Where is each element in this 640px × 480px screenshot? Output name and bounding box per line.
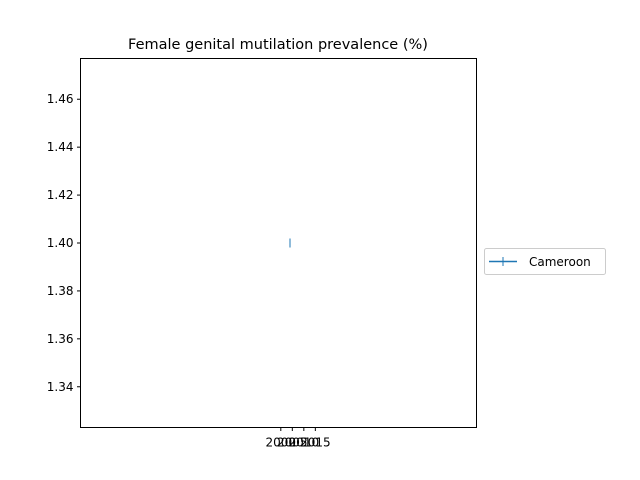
y-tick-label: 1.44 bbox=[47, 140, 74, 154]
x-tick-label: 2005 bbox=[277, 436, 308, 450]
y-axis: 1.34 1.36 1.38 1.40 1.42 1.44 1.46 bbox=[47, 92, 81, 394]
y-tick-label: 1.40 bbox=[47, 236, 74, 250]
x-tick-label: 2000 bbox=[266, 436, 297, 450]
y-tick-label: 1.36 bbox=[47, 332, 74, 346]
y-tick-label: 1.38 bbox=[47, 284, 74, 298]
legend-label-cameroon: Cameroon bbox=[529, 255, 591, 269]
chart-title: Female genital mutilation prevalence (%) bbox=[128, 37, 428, 53]
y-tick-label: 1.42 bbox=[47, 188, 74, 202]
legend-box bbox=[484, 248, 606, 275]
y-tick-label: 1.46 bbox=[47, 92, 74, 106]
plot-frame bbox=[80, 58, 477, 428]
legend: Cameroon bbox=[484, 248, 606, 275]
x-tick-label: 2010 bbox=[289, 436, 320, 450]
x-tick-label: 2015 bbox=[300, 436, 331, 450]
y-tick-label: 1.34 bbox=[47, 380, 74, 394]
